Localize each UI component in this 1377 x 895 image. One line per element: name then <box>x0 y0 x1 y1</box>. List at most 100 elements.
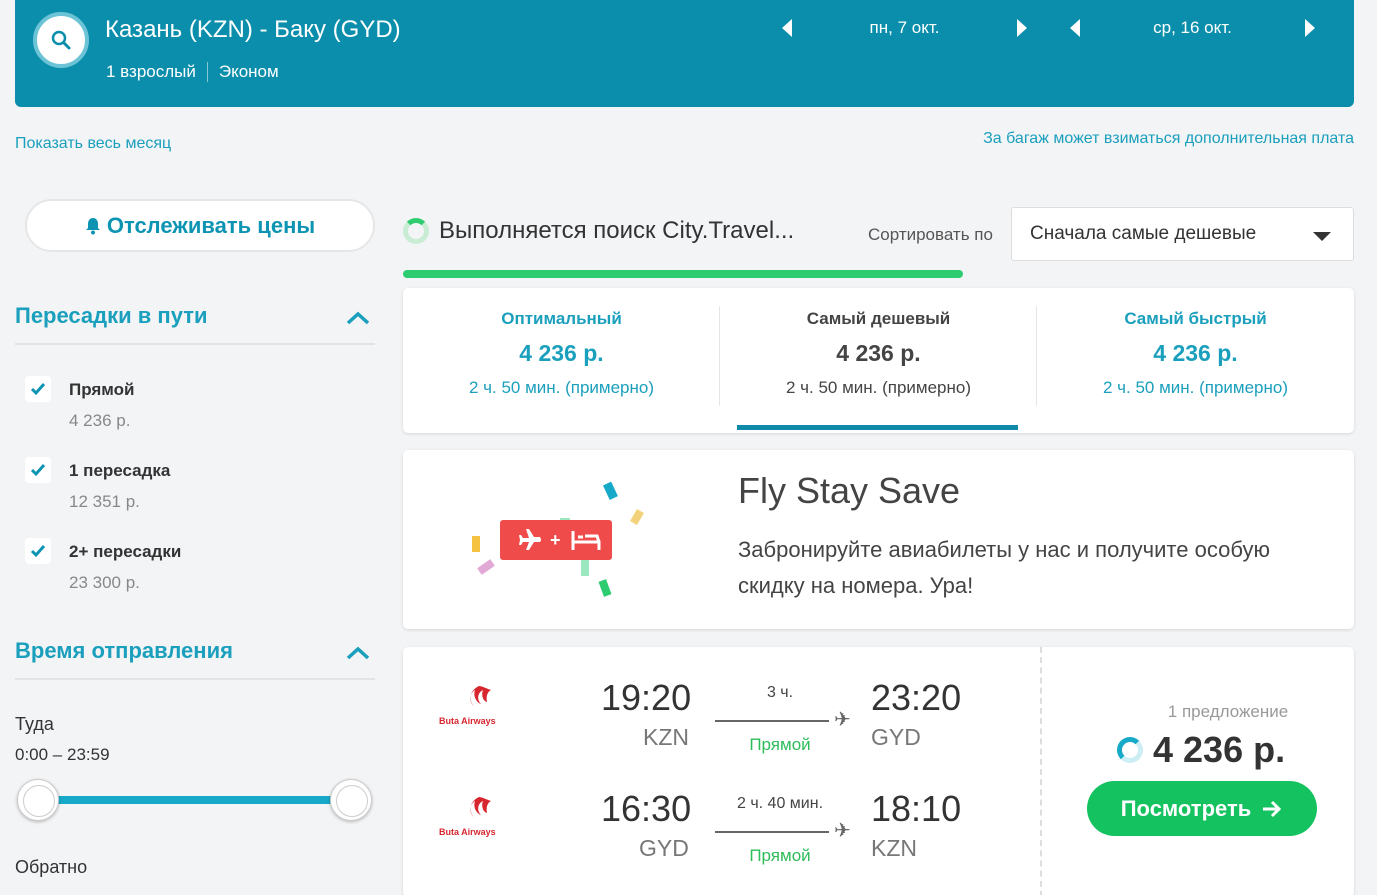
airline-logo-icon: Buta Airways <box>439 797 496 837</box>
stops-one-checkbox[interactable] <box>25 457 51 483</box>
tab-duration: 2 ч. 50 мин. (примерно) <box>468 378 655 397</box>
divider <box>15 343 375 345</box>
caret-down-icon <box>1313 232 1331 241</box>
view-offer-label: Посмотреть <box>1120 795 1252 821</box>
slider-handle-min[interactable] <box>17 779 59 821</box>
route-line <box>715 831 829 833</box>
passengers-label: 1 взрослый <box>106 62 196 81</box>
departure-time: 16:30 <box>601 788 692 829</box>
departure-time: 19:20 <box>601 677 692 718</box>
loading-spinner-icon <box>403 218 429 244</box>
departure-airport: GYD <box>639 835 689 861</box>
promo-banner[interactable]: + Fly Stay Save Забронируйте авиабилеты … <box>403 450 1354 629</box>
flight-price: 4 236 р. <box>1117 729 1285 771</box>
stops-option-label: Прямой <box>69 380 135 399</box>
sort-label: Сортировать по <box>868 225 993 244</box>
track-prices-button[interactable]: Отслеживать цены <box>25 199 375 252</box>
arrival-time: 18:10 <box>871 788 962 829</box>
stops-option-price: 23 300 р. <box>69 573 140 592</box>
card-divider <box>1040 647 1042 895</box>
plane-icon: ✈ <box>834 709 851 731</box>
tab-optimal[interactable]: Оптимальный 4 236 р. 2 ч. 50 мин. (приме… <box>403 288 720 433</box>
check-icon <box>30 464 46 477</box>
arrival-time: 23:20 <box>871 677 962 718</box>
tab-price: 4 236 р. <box>519 340 604 366</box>
prev-depart-date-button[interactable] <box>782 19 792 37</box>
route-line <box>715 720 829 722</box>
arrival-airport: GYD <box>871 724 921 750</box>
outbound-time-slider[interactable] <box>38 796 352 804</box>
flight-result-card[interactable]: Buta Airways 19:20 KZN 3 ч. ✈ Прямой 23:… <box>403 647 1354 895</box>
view-offer-button[interactable]: Посмотреть <box>1087 781 1317 836</box>
search-header: Казань (KZN) - Баку (GYD) 1 взрослый Эко… <box>15 0 1354 107</box>
return-label: Обратно <box>15 857 88 877</box>
passenger-info[interactable]: 1 взрослый Эконом <box>106 62 279 82</box>
arrow-right-icon <box>1263 800 1282 817</box>
stops-type: Прямой <box>749 735 811 754</box>
track-prices-label: Отслеживать цены <box>106 212 316 238</box>
search-button[interactable] <box>33 12 89 68</box>
promo-title: Fly Stay Save <box>738 470 961 511</box>
promo-text: Забронируйте авиабилеты у нас и получите… <box>738 537 1270 598</box>
airline-name: Buta Airways <box>439 827 496 837</box>
stops-option-price: 4 236 р. <box>69 411 131 430</box>
cabin-label: Эконом <box>218 62 279 81</box>
search-icon <box>51 30 71 50</box>
sort-dropdown[interactable]: Сначала самые дешевые <box>1011 207 1354 261</box>
baggage-note-link[interactable]: За багаж может взиматься дополнительная … <box>983 130 1354 147</box>
divider <box>206 62 208 82</box>
stops-type: Прямой <box>749 846 811 865</box>
svg-text:+: + <box>550 530 561 550</box>
divider <box>15 678 375 680</box>
bell-icon <box>85 217 100 234</box>
stops-filter-title[interactable]: Пересадки в пути <box>15 303 208 328</box>
search-status: Выполняется поиск City.Travel... <box>403 217 794 245</box>
search-progress-bar <box>403 270 963 278</box>
result-tabs: Оптимальный 4 236 р. 2 ч. 50 мин. (приме… <box>403 288 1354 433</box>
tab-price: 4 236 р. <box>1153 340 1238 366</box>
outbound-range: 0:00 – 23:59 <box>15 745 110 764</box>
check-icon <box>30 383 46 396</box>
departure-airport: KZN <box>643 724 689 750</box>
tab-fastest[interactable]: Самый быстрый 4 236 р. 2 ч. 50 мин. (при… <box>1037 288 1354 433</box>
stops-option-price: 12 351 р. <box>69 492 140 511</box>
slider-handle-max[interactable] <box>330 779 372 821</box>
tab-title: Оптимальный <box>501 309 622 328</box>
departure-time-title[interactable]: Время отправления <box>15 638 233 663</box>
chevron-up-icon[interactable] <box>346 646 370 660</box>
tab-title: Самый быстрый <box>1124 309 1267 328</box>
divider <box>719 306 720 406</box>
search-status-text: Выполняется поиск City.Travel... <box>439 217 795 244</box>
tab-cheapest[interactable]: Самый дешевый 4 236 р. 2 ч. 50 мин. (при… <box>720 288 1037 433</box>
return-date[interactable]: ср, 16 окт. <box>1153 18 1232 37</box>
depart-date[interactable]: пн, 7 окт. <box>869 18 940 37</box>
next-depart-date-button[interactable] <box>1017 19 1027 37</box>
airline-name: Buta Airways <box>439 716 496 726</box>
offers-count: 1 предложение <box>1167 702 1289 721</box>
tab-duration: 2 ч. 50 мин. (примерно) <box>1102 378 1289 397</box>
return-date-nav: ср, 16 окт. <box>1070 18 1315 38</box>
fly-stay-promo-icon: + <box>472 481 644 597</box>
next-return-date-button[interactable] <box>1305 19 1315 37</box>
plane-icon: ✈ <box>834 820 851 842</box>
arrival-airport: KZN <box>871 835 917 861</box>
flight-segment-return: Buta Airways 16:30 GYD 2 ч. 40 мин. ✈ Пр… <box>403 758 1040 868</box>
route-title[interactable]: Казань (KZN) - Баку (GYD) <box>105 16 401 43</box>
active-tab-indicator <box>737 425 1018 430</box>
stops-option-label: 2+ пересадки <box>69 542 182 561</box>
tab-title: Самый дешевый <box>806 309 951 328</box>
outbound-label: Туда <box>15 714 54 734</box>
stops-option-label: 1 пересадка <box>69 461 171 480</box>
stops-direct-checkbox[interactable] <box>25 376 51 402</box>
prev-return-date-button[interactable] <box>1070 19 1080 37</box>
flight-price-value: 4 236 р. <box>1153 729 1286 770</box>
flight-duration: 3 ч. <box>766 684 794 701</box>
chevron-up-icon[interactable] <box>346 311 370 325</box>
show-month-link[interactable]: Показать весь месяц <box>15 135 172 152</box>
stops-two-plus-checkbox[interactable] <box>25 538 51 564</box>
loading-spinner-icon <box>1117 737 1143 763</box>
tab-duration: 2 ч. 50 мин. (примерно) <box>785 378 972 397</box>
check-icon <box>30 545 46 558</box>
flight-segment-outbound: Buta Airways 19:20 KZN 3 ч. ✈ Прямой 23:… <box>403 647 1040 757</box>
divider <box>1036 306 1037 406</box>
